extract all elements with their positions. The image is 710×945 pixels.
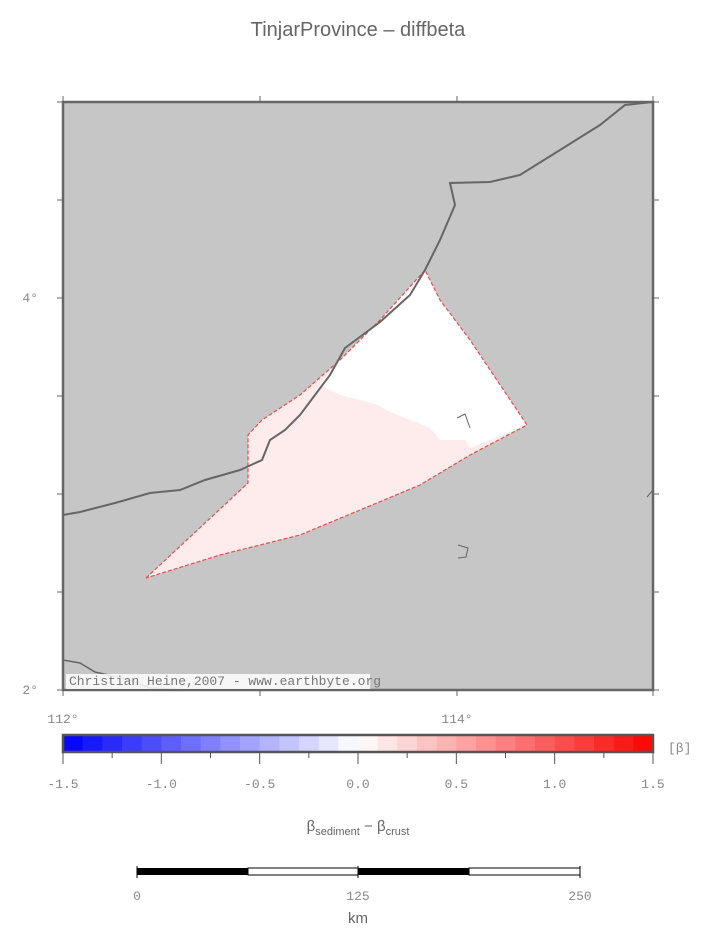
province-outline xyxy=(145,268,528,579)
label-part: − xyxy=(360,818,377,835)
coastline xyxy=(62,101,654,516)
scale-segment xyxy=(468,867,581,876)
colorbar-segment xyxy=(338,735,359,752)
scale-label: 250 xyxy=(568,889,591,904)
river xyxy=(456,413,471,559)
title: TinjarProvince – diffbeta xyxy=(251,19,466,41)
scale-label: 125 xyxy=(346,889,369,904)
colorbar-frame xyxy=(61,733,655,754)
colorbar-segment xyxy=(63,735,84,752)
colorbar-segment xyxy=(102,735,123,752)
colorbar-segment xyxy=(417,735,438,752)
colorbar-segment xyxy=(613,735,634,752)
lon-label: 114° xyxy=(441,712,472,727)
colorbar-segment xyxy=(200,735,221,752)
scale-segment xyxy=(358,868,469,875)
scale-segment xyxy=(247,867,359,876)
credit-box xyxy=(66,674,370,689)
credit: Christian Heine,2007 - www.earthbyte.org xyxy=(69,674,381,689)
colorbar-segment xyxy=(377,735,398,752)
colorbar-segment xyxy=(574,735,595,752)
colorbar-segment xyxy=(535,735,556,752)
label-part: β xyxy=(307,818,316,835)
colorbar-tick-label: -1.5 xyxy=(47,777,78,792)
lat-label: 2° xyxy=(22,683,38,698)
colorbar-segment xyxy=(318,735,339,752)
colorbar-unit: [β] xyxy=(668,741,691,756)
colorbar-segment xyxy=(476,735,497,752)
colorbar-tick-label: 0.0 xyxy=(346,777,369,792)
scale-label: 0 xyxy=(133,889,141,904)
label-part: sediment xyxy=(315,826,360,838)
colorbar-segment xyxy=(515,735,536,752)
colorbar-segment xyxy=(82,735,103,752)
colorbar-segment xyxy=(161,735,182,752)
label-part: β xyxy=(377,818,386,835)
colorbar-tick-label: -1.0 xyxy=(146,777,177,792)
scale-ticks xyxy=(136,866,581,878)
label-part: crust xyxy=(386,826,410,838)
colorbar-segment xyxy=(181,735,202,752)
colorbar-segment xyxy=(436,735,457,752)
colorbar-segment xyxy=(141,735,162,752)
province-white xyxy=(320,270,527,448)
colorbar-segment xyxy=(633,735,654,752)
map: Christian Heine,2007 - www.earthbyte.org… xyxy=(22,96,659,727)
colorbar-segment xyxy=(240,735,261,752)
lat-label: 4° xyxy=(22,291,38,306)
scale-bar: 0 125 250 km xyxy=(133,866,592,927)
colorbar-tick-label: 1.0 xyxy=(543,777,566,792)
colorbar-segment xyxy=(495,735,516,752)
colorbar-segment xyxy=(122,735,143,752)
colorbar-label: βsediment − βcrust xyxy=(307,818,410,838)
colorbar-segment xyxy=(220,735,241,752)
colorbar-segment xyxy=(279,735,300,752)
frame-ticks xyxy=(57,96,659,696)
colorbar-tick-label: 0.5 xyxy=(445,777,468,792)
colorbar-segment xyxy=(397,735,418,752)
colorbar-segment xyxy=(594,735,615,752)
colorbar-segment xyxy=(299,735,320,752)
colorbar-tick-label: 1.5 xyxy=(641,777,664,792)
colorbar: -1.5 -1.0 -0.5 0.0 0.5 1.0 1.5 xyxy=(47,735,665,792)
colorbar-segment xyxy=(554,735,575,752)
lon-label: 112° xyxy=(47,712,78,727)
colorbar-segment xyxy=(358,735,379,752)
colorbar-segment xyxy=(456,735,477,752)
colorbar-segment xyxy=(259,735,280,752)
scale-segment xyxy=(137,868,248,875)
colorbar-tick-label: -0.5 xyxy=(244,777,275,792)
scale-unit: km xyxy=(348,910,368,927)
